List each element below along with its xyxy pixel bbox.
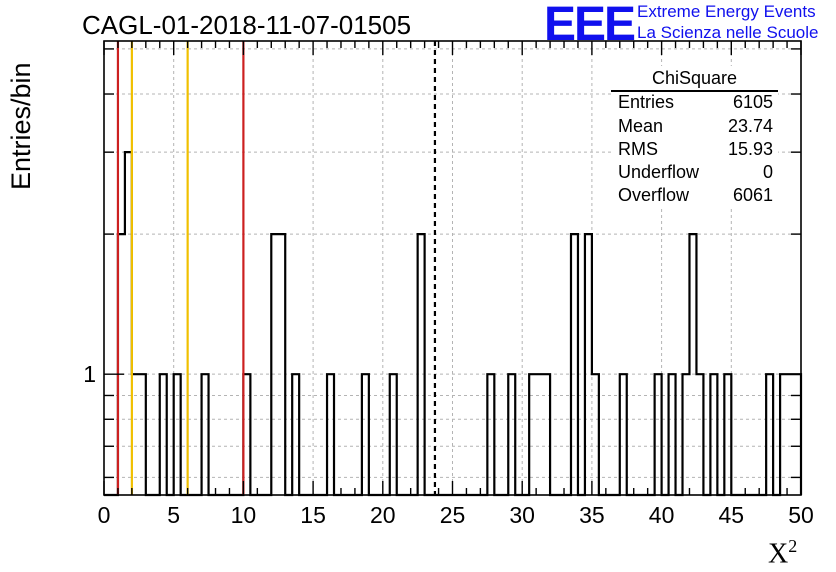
y-axis-label: Entries/bin [6, 62, 36, 190]
stats-box: ChiSquare Entries 6105 Mean 23.74 RMS 15… [611, 66, 778, 208]
histogram-bin [571, 234, 578, 495]
histogram-bin [139, 374, 146, 495]
x-tick-label: 30 [509, 502, 535, 528]
x-tick-label: 25 [440, 502, 466, 528]
stats-value: 15.93 [727, 139, 773, 159]
histogram-bin [585, 234, 592, 495]
stats-row-overflow: Overflow 6061 [618, 185, 773, 208]
histogram-bin [487, 374, 494, 495]
histogram-bin [278, 234, 285, 495]
histogram-bin [362, 374, 369, 495]
x-tick-label: 0 [98, 502, 111, 528]
x-axis-label-base: X [768, 538, 789, 570]
x-tick-label: 35 [579, 502, 605, 528]
stats-value: 6105 [732, 92, 773, 112]
stats-key: Entries [618, 92, 675, 112]
x-tick-label: 50 [788, 502, 814, 528]
histogram-bin [724, 374, 731, 495]
marker-lines [116, 41, 437, 495]
stats-row-entries: Entries 6105 [618, 92, 773, 115]
histogram-bin [780, 374, 787, 495]
histogram-bin [536, 374, 543, 495]
histogram-bin [390, 374, 397, 495]
histogram-bin [327, 374, 334, 495]
x-tick-label: 5 [167, 502, 180, 528]
histogram-bin [592, 374, 599, 495]
x-tick-label: 45 [719, 502, 745, 528]
histogram-bin [543, 374, 550, 495]
x-tick-label: 40 [649, 502, 675, 528]
histogram-bin [292, 374, 299, 495]
histogram-bin [418, 234, 425, 495]
x-tick-label: 15 [300, 502, 326, 528]
histogram-bin [620, 374, 627, 495]
eee-logo-line1: Extreme Energy Events [637, 2, 816, 21]
x-axis-label: X2 [768, 536, 797, 570]
stats-title: ChiSquare [611, 68, 778, 92]
axis-tick-labels: 0 5 10 15 20 25 30 35 40 45 50 1 [83, 361, 814, 528]
histogram-bin [508, 374, 515, 495]
histogram-bin [669, 374, 676, 495]
stats-value: 0 [762, 162, 773, 182]
histogram-bin [174, 374, 181, 495]
histogram-bin [202, 374, 209, 495]
histogram-bin [710, 374, 717, 495]
stats-row-underflow: Underflow 0 [618, 162, 773, 185]
stats-value: 23.74 [727, 116, 773, 136]
histogram-bin [160, 374, 167, 495]
histogram-bin [529, 374, 536, 495]
stats-key: Overflow [618, 185, 690, 205]
stats-value: 6061 [732, 185, 773, 205]
plot-title: CAGL-01-2018-11-07-01505 [82, 10, 412, 40]
histogram-bin [766, 374, 773, 495]
histogram-bin [683, 374, 690, 495]
stats-key: Mean [618, 116, 664, 136]
histogram-bin [271, 234, 278, 495]
y-tick-label: 1 [83, 361, 96, 387]
x-tick-label: 10 [231, 502, 257, 528]
eee-logo-line2: La Scienza nelle Scuole [637, 23, 819, 42]
stats-key: Underflow [618, 162, 700, 182]
x-axis-label-superscript: 2 [788, 536, 798, 556]
x-tick-label: 20 [370, 502, 396, 528]
stats-row-mean: Mean 23.74 [618, 116, 773, 139]
eee-logo: EEE [544, 0, 636, 51]
histogram-bin [655, 374, 662, 495]
histogram-bin [696, 374, 703, 495]
stats-key: RMS [618, 139, 658, 159]
axis-ticks [103, 41, 802, 495]
stats-row-rms: RMS 15.93 [618, 139, 773, 162]
histogram-bin [689, 234, 696, 495]
